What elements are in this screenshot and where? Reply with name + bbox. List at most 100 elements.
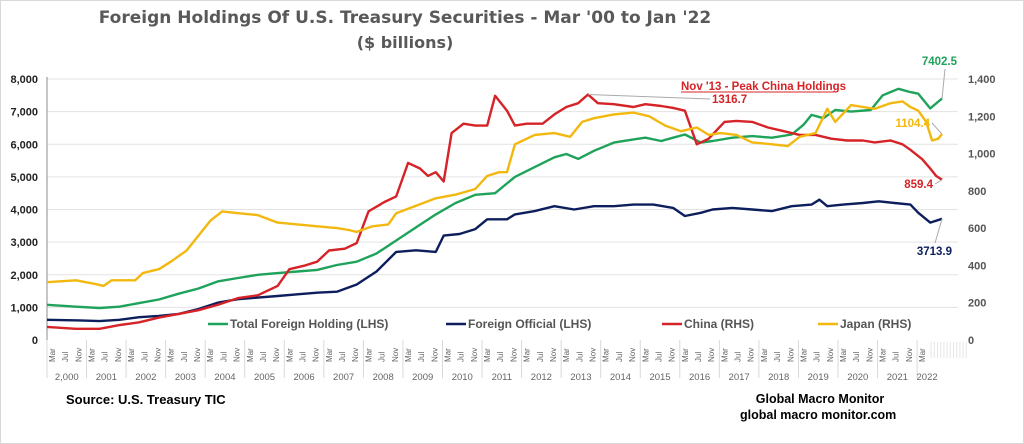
month-tick-label: Jul — [219, 352, 228, 362]
year-label: 2020 — [847, 372, 868, 383]
month-tick-label: Nov — [233, 348, 242, 362]
month-tick-label: Mar — [720, 348, 729, 362]
month-tick-label: Mar — [799, 348, 808, 362]
month-tick-label: Mar — [167, 348, 176, 362]
month-tick-label: Jul — [338, 352, 347, 362]
year-label: 2012 — [531, 372, 552, 383]
left-tick-label: 7,000 — [10, 107, 38, 119]
right-tick-label: 1,400 — [968, 74, 996, 86]
month-tick-label: Nov — [272, 348, 281, 362]
month-tick-label: Nov — [905, 348, 914, 362]
left-tick-label: 0 — [32, 335, 38, 347]
month-tick-label: Jul — [694, 352, 703, 362]
month-tick-label: Nov — [470, 348, 479, 362]
right-tick-label: 1,000 — [968, 149, 996, 161]
left-tick-label: 5,000 — [10, 172, 38, 184]
year-label: 2017 — [729, 372, 750, 383]
month-tick-label: Jul — [536, 352, 545, 362]
chart-subtitle: ($ billions) — [356, 33, 454, 52]
year-label: 2019 — [808, 372, 829, 383]
month-tick-label: Jul — [813, 352, 822, 362]
month-tick-label: Mar — [523, 348, 532, 362]
month-tick-label: Nov — [114, 348, 123, 362]
month-tick-label: Jul — [259, 352, 268, 362]
month-tick-label: Jul — [773, 352, 782, 362]
series-line-japan-rhs — [46, 100, 943, 288]
month-tick-label: Mar — [562, 348, 571, 362]
month-tick-label: Mar — [246, 348, 255, 362]
month-tick-label: Jul — [654, 352, 663, 362]
year-label: 2018 — [768, 372, 789, 383]
leader-line — [934, 179, 943, 185]
end-value-official: 3713.9 — [917, 246, 952, 258]
leader-line — [588, 94, 711, 100]
series-line-china-rhs — [46, 93, 943, 330]
month-tick-label: Nov — [668, 348, 677, 362]
month-tick-label: Mar — [285, 348, 294, 362]
month-tick-label: Nov — [628, 348, 637, 362]
month-tick-label: Mar — [602, 348, 611, 362]
month-tick-label: Jul — [378, 352, 387, 362]
month-tick-label: Nov — [153, 348, 162, 362]
month-tick-label: Mar — [444, 348, 453, 362]
year-label: 2004 — [214, 372, 235, 383]
right-tick-label: 800 — [968, 186, 986, 198]
brand-name: Global Macro Monitor — [755, 392, 885, 406]
month-tick-label: Nov — [193, 348, 202, 362]
left-tick-label: 2,000 — [10, 270, 38, 282]
right-tick-label: 600 — [968, 223, 986, 235]
right-tick-label: 0 — [968, 335, 974, 347]
month-tick-label: Jul — [61, 352, 70, 362]
month-tick-label: Mar — [839, 348, 848, 362]
year-label: 2003 — [175, 372, 196, 383]
leader-line — [931, 122, 943, 135]
legend-label: Total Foreign Holding (LHS) — [230, 317, 388, 331]
source-note: Source: U.S. Treasury TIC — [66, 392, 226, 407]
right-tick-label: 400 — [968, 260, 986, 272]
month-tick-label: Nov — [865, 348, 874, 362]
month-tick-label: Jul — [615, 352, 624, 362]
legend-label: Japan (RHS) — [840, 317, 911, 331]
year-label: 2016 — [689, 372, 710, 383]
year-label: 2007 — [333, 372, 354, 383]
month-tick-label: Nov — [391, 348, 400, 362]
month-tick-label: Mar — [206, 348, 215, 362]
month-tick-label: Nov — [74, 348, 83, 362]
month-tick-label: Mar — [483, 348, 492, 362]
chart-title: Foreign Holdings Of U.S. Treasury Securi… — [98, 8, 712, 28]
year-label: 2,000 — [55, 372, 79, 383]
legend-label: China (RHS) — [684, 317, 754, 331]
month-tick-label: Jul — [852, 352, 861, 362]
left-tick-label: 6,000 — [10, 139, 38, 151]
month-tick-label: Mar — [641, 348, 650, 362]
month-tick-label: Jul — [496, 352, 505, 362]
month-tick-label: Mar — [127, 348, 136, 362]
year-label: 2010 — [452, 372, 473, 383]
left-tick-label: 8,000 — [10, 74, 38, 86]
right-axis: 0 200 400 600 800 1,000 1,200 1,400 — [968, 74, 996, 347]
legend: Total Foreign Holding (LHS) Foreign Offic… — [208, 317, 911, 331]
month-tick-label: Mar — [325, 348, 334, 362]
month-tick-label: Nov — [786, 348, 795, 362]
end-value-china: 859.4 — [904, 179, 933, 191]
left-tick-label: 1,000 — [10, 302, 38, 314]
year-label: 2022 — [917, 372, 938, 383]
leader-line — [941, 68, 946, 99]
right-tick-label: 1,200 — [968, 111, 996, 123]
legend-label: Foreign Official (LHS) — [468, 317, 591, 331]
year-label: 2013 — [570, 372, 591, 383]
month-tick-label: Mar — [879, 348, 888, 362]
year-label: 2014 — [610, 372, 631, 383]
year-label: 2006 — [294, 372, 315, 383]
month-tick-label: Jul — [575, 352, 584, 362]
month-tick-label: Nov — [312, 348, 321, 362]
month-tick-label: Mar — [88, 348, 97, 362]
left-axis: 0 1,000 2,000 3,000 4,000 5,000 6,000 7,000 8,00… — [10, 74, 38, 347]
year-label: 2001 — [96, 372, 117, 383]
month-tick-label: Jul — [140, 352, 149, 362]
brand-url: global macro monitor.com — [740, 408, 897, 422]
month-tick-label: Nov — [351, 348, 360, 362]
series-line-total-foreign-holding-lhs — [46, 87, 943, 310]
month-tick-label: Jul — [101, 352, 110, 362]
